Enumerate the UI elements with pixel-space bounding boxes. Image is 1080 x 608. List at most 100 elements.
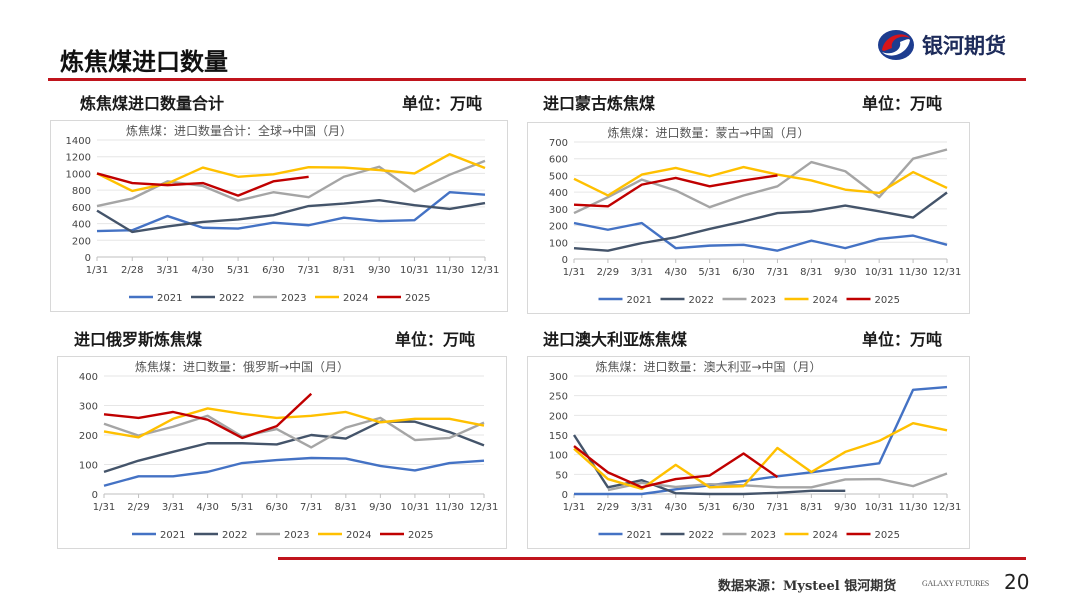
x-tick-label: 4/30 <box>192 265 214 276</box>
y-tick-label: 50 <box>555 470 568 481</box>
chart-title: 炼焦煤：进口数量：蒙古→中国（月） <box>607 125 809 140</box>
x-tick-label: 7/31 <box>300 502 322 513</box>
x-tick-label: 9/30 <box>368 265 390 276</box>
y-tick-label: 1200 <box>66 153 91 164</box>
y-tick-label: 700 <box>549 138 568 149</box>
footer-brand: GALAXY FUTURES <box>922 579 989 588</box>
chart-title: 炼焦煤：进口数量：俄罗斯→中国（月） <box>135 359 349 374</box>
x-tick-label: 5/31 <box>227 265 249 276</box>
legend-label: 2024 <box>813 295 838 306</box>
x-tick-label: 6/30 <box>732 267 754 278</box>
x-tick-label: 12/31 <box>933 267 962 278</box>
series-line-2023 <box>103 414 485 449</box>
legend-label: 2024 <box>343 293 368 304</box>
series-line-2025 <box>573 174 778 208</box>
x-tick-label: 6/30 <box>265 502 287 513</box>
y-tick-label: 200 <box>79 431 98 442</box>
x-tick-label: 3/31 <box>162 502 184 513</box>
legend-label: 2025 <box>875 530 900 541</box>
panel-heading-total: 炼焦煤进口数量合计 <box>80 94 225 113</box>
x-tick-label: 2/28 <box>121 265 143 276</box>
panel-unit-total: 单位：万吨 <box>402 94 483 113</box>
series-line-2021 <box>96 191 486 233</box>
chart-mongolia: 炼焦煤：进口数量：蒙古→中国（月） 0 100 200 300 400 500 600 700 1… <box>527 122 970 314</box>
x-tick-label: 4/30 <box>664 502 686 513</box>
x-tick-label: 11/30 <box>435 265 464 276</box>
logo-text: 银河期货 <box>922 34 1006 58</box>
x-tick-label: 5/31 <box>231 502 253 513</box>
x-tick-label: 9/30 <box>369 502 391 513</box>
chart-russia: 炼焦煤：进口数量：俄罗斯→中国（月） 0 100 200 300 400 1/31 2/29 3… <box>57 356 507 549</box>
x-tick-label: 2/29 <box>127 502 149 513</box>
x-tick-label: 12/31 <box>933 502 962 513</box>
logo: 银河期货 <box>876 28 1006 62</box>
x-tick-label: 10/31 <box>400 502 429 513</box>
chart-total: 炼焦煤：进口数量合计：全球→中国（月） 0 200 400 600 800 1000 1200… <box>50 120 508 312</box>
y-tick-label: 300 <box>549 205 568 216</box>
y-tick-label: 250 <box>549 392 568 403</box>
y-tick-label: 200 <box>549 411 568 422</box>
chart-title: 炼焦煤：进口数量合计：全球→中国（月） <box>126 123 352 138</box>
legend-label: 2024 <box>813 530 838 541</box>
x-tick-label: 1/31 <box>86 265 108 276</box>
series-line-2022 <box>572 434 846 496</box>
y-tick-label: 600 <box>549 155 568 166</box>
legend-label: 2025 <box>405 293 430 304</box>
legend-label: 2021 <box>627 530 652 541</box>
series-line-2021 <box>103 456 485 487</box>
series-line-2025 <box>103 392 313 440</box>
x-tick-label: 10/31 <box>865 267 894 278</box>
x-tick-label: 11/30 <box>899 502 928 513</box>
legend-label: 2022 <box>689 295 714 306</box>
panel-heading-russia: 进口俄罗斯炼焦煤 <box>74 330 203 349</box>
x-tick-label: 12/31 <box>471 265 500 276</box>
legend-label: 2023 <box>751 295 776 306</box>
series-line-2023 <box>607 472 948 492</box>
x-tick-label: 10/31 <box>400 265 429 276</box>
series-line-2022 <box>573 191 948 252</box>
y-tick-label: 1000 <box>66 169 91 180</box>
x-tick-label: 8/31 <box>800 502 822 513</box>
legend-label: 2022 <box>689 530 714 541</box>
y-tick-label: 150 <box>549 431 568 442</box>
panel-unit-russia: 单位：万吨 <box>395 330 476 349</box>
panel-heading-australia: 进口澳大利亚炼焦煤 <box>543 330 688 349</box>
x-tick-label: 2/29 <box>597 267 619 278</box>
y-tick-label: 200 <box>72 236 91 247</box>
x-tick-label: 6/30 <box>732 502 754 513</box>
x-tick-label: 5/31 <box>698 267 720 278</box>
x-tick-label: 9/30 <box>834 502 856 513</box>
data-source: 数据来源：Mysteel 银河期货 <box>718 579 897 594</box>
y-tick-label: 300 <box>549 372 568 383</box>
x-tick-label: 8/31 <box>335 502 357 513</box>
y-tick-label: 0 <box>92 490 98 501</box>
x-tick-label: 2/29 <box>597 502 619 513</box>
legend-label: 2021 <box>160 530 185 541</box>
galaxy-logo-icon <box>878 30 914 60</box>
legend-label: 2023 <box>751 530 776 541</box>
panel-heading-mongolia: 进口蒙古炼焦煤 <box>543 94 656 113</box>
y-tick-label: 800 <box>72 186 91 197</box>
y-tick-label: 0 <box>85 253 91 264</box>
series-line-2022 <box>103 420 485 474</box>
legend-label: 2021 <box>157 293 182 304</box>
x-tick-label: 9/30 <box>834 267 856 278</box>
x-tick-label: 3/31 <box>156 265 178 276</box>
legend-label: 2023 <box>281 293 306 304</box>
series-line-2025 <box>96 172 309 197</box>
footer-divider <box>278 557 1026 560</box>
y-tick-label: 600 <box>72 203 91 214</box>
legend-label: 2025 <box>875 295 900 306</box>
x-tick-label: 6/30 <box>262 265 284 276</box>
x-tick-label: 3/31 <box>631 267 653 278</box>
y-tick-label: 0 <box>562 490 568 501</box>
x-tick-label: 4/30 <box>664 267 686 278</box>
panel-unit-mongolia: 单位：万吨 <box>862 94 943 113</box>
legend-label: 2024 <box>346 530 371 541</box>
y-tick-label: 400 <box>79 372 98 383</box>
y-tick-label: 100 <box>549 451 568 462</box>
y-tick-label: 0 <box>562 255 568 266</box>
panel-unit-australia: 单位：万吨 <box>862 330 943 349</box>
page-number: 20 <box>1004 570 1030 594</box>
